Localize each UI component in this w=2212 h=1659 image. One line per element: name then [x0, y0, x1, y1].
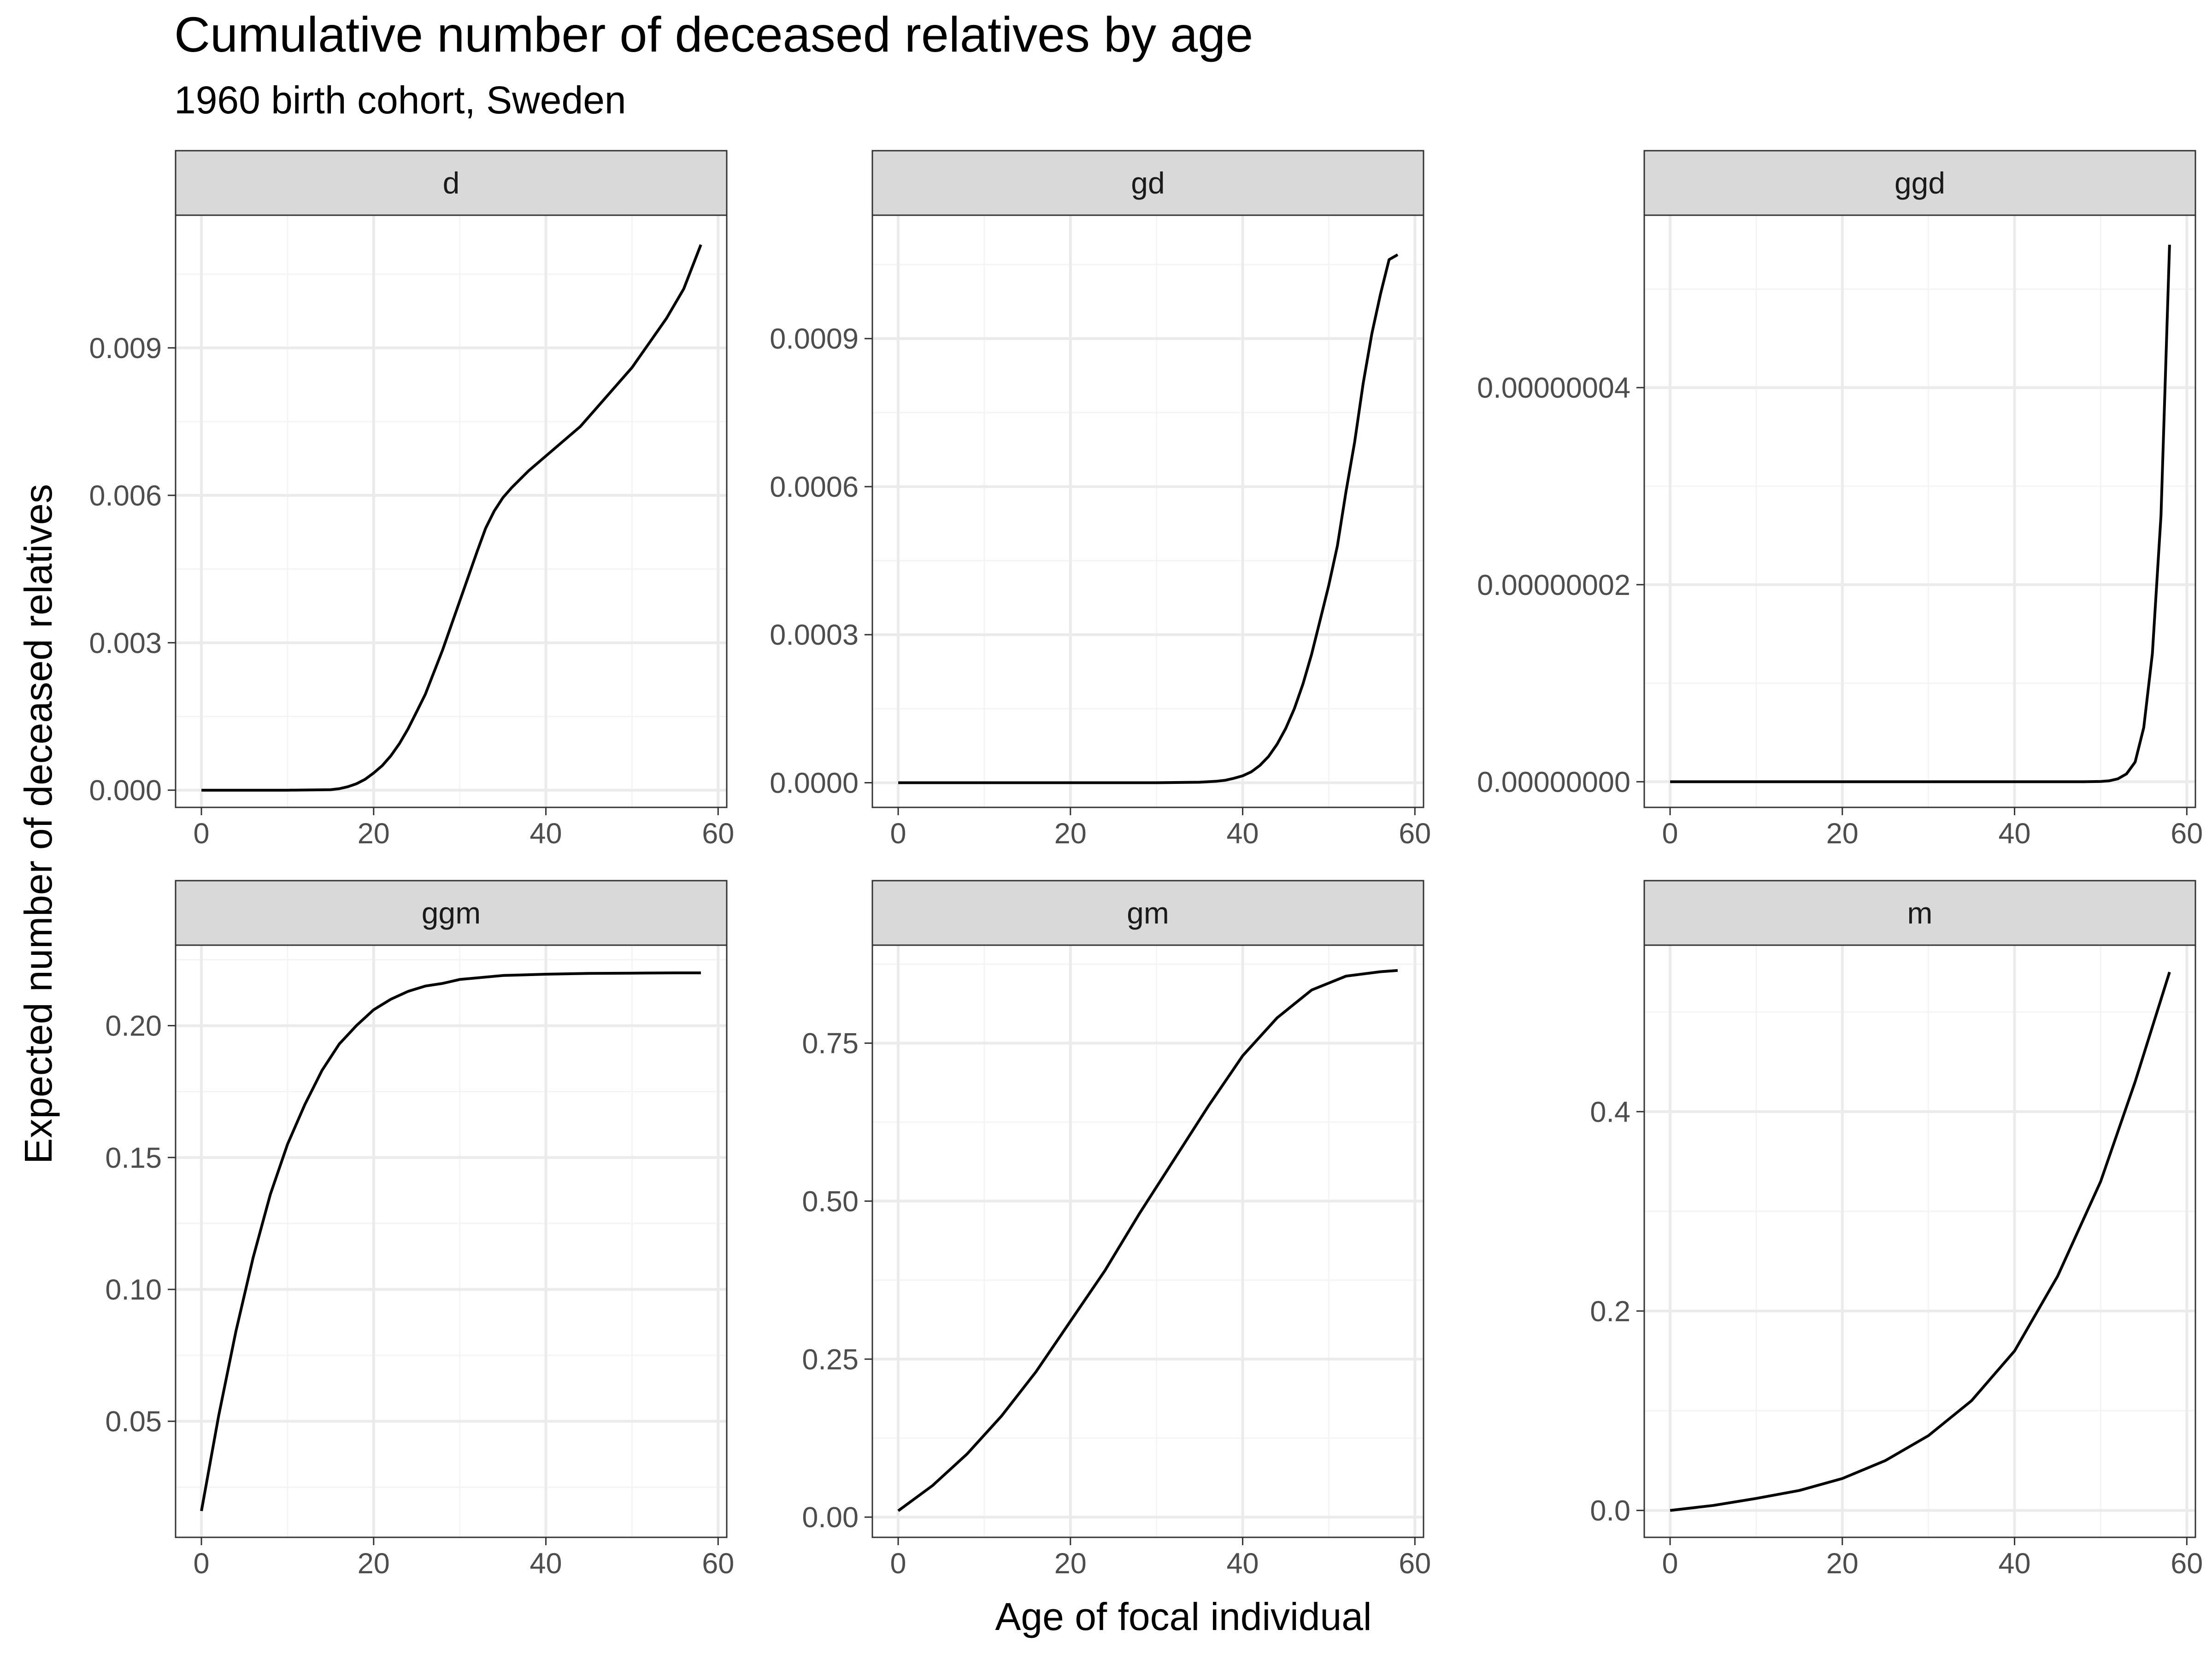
panel-background — [872, 215, 1424, 807]
facet-strip — [175, 880, 728, 946]
y-tick-label: 0.50 — [802, 1185, 859, 1218]
y-tick-label: 0.00000002 — [1477, 569, 1630, 601]
x-tick-label: 0 — [890, 818, 906, 850]
facet-strip — [175, 150, 728, 216]
facet-strip — [1643, 150, 2196, 216]
y-tick-label: 0.10 — [105, 1274, 162, 1306]
facet-panel-gm: gm 0 20 40 60 0.00 0.25 0.50 0.75 — [802, 880, 1431, 1580]
x-tick-label: 40 — [1227, 818, 1259, 850]
x-tick-label: 60 — [702, 818, 734, 850]
y-tick-label: 0.0 — [1590, 1495, 1630, 1527]
chart-subtitle: 1960 birth cohort, Sweden — [174, 78, 626, 122]
x-tick-label: 0 — [194, 1547, 210, 1580]
y-tick-label: 0.20 — [105, 1010, 162, 1042]
facet-strip-label: ggd — [1894, 166, 1945, 200]
x-tick-label: 0 — [194, 818, 210, 850]
panel-background — [176, 945, 727, 1537]
facet-panel-ggm: ggm 0 20 40 60 0.05 0.10 0.15 0.20 — [105, 880, 734, 1580]
y-tick-label: 0.00000000 — [1477, 766, 1630, 798]
y-tick-label: 0.00000004 — [1477, 372, 1630, 404]
x-tick-label: 20 — [1054, 1547, 1087, 1580]
x-tick-label: 20 — [1826, 818, 1859, 850]
x-tick-label: 0 — [1662, 1547, 1678, 1580]
x-tick-label: 60 — [1399, 818, 1431, 850]
x-tick-label: 60 — [2171, 1547, 2203, 1580]
panel-background — [1644, 945, 2195, 1537]
x-tick-label: 60 — [2171, 818, 2203, 850]
series-line-ggd — [1670, 245, 2171, 783]
facet-panel-m: m 0 20 40 60 0.0 0.2 0.4 — [1590, 880, 2203, 1580]
x-tick-label: 20 — [1826, 1547, 1859, 1580]
x-axis-title: Age of focal individual — [995, 1595, 1371, 1638]
x-tick-label: 60 — [702, 1547, 734, 1580]
x-tick-label: 60 — [1399, 1547, 1431, 1580]
x-tick-label: 20 — [1054, 818, 1087, 850]
x-tick-label: 20 — [358, 1547, 390, 1580]
x-tick-label: 40 — [1227, 1547, 1259, 1580]
x-tick-label: 40 — [1999, 818, 2031, 850]
facet-strip-label: ggm — [422, 896, 481, 930]
facet-strip — [871, 880, 1424, 946]
x-tick-label: 0 — [890, 1547, 906, 1580]
y-tick-label: 0.2 — [1590, 1295, 1630, 1328]
y-tick-label: 0.0003 — [770, 619, 859, 651]
facet-panel-gd: gd 0 20 40 60 0.0000 0.0003 0.0006 0.0009 — [770, 150, 1431, 850]
y-tick-label: 0.15 — [105, 1142, 162, 1174]
series-line-gd — [898, 253, 1399, 784]
y-tick-label: 0.003 — [89, 627, 162, 659]
facet-panel-ggd: ggd 0 20 40 60 0.00000000 0.00000002 0.00000004 — [1477, 150, 2203, 850]
panel-background — [1644, 215, 2195, 807]
x-tick-label: 40 — [530, 818, 562, 850]
x-tick-label: 40 — [1999, 1547, 2031, 1580]
series-line-m — [1670, 971, 2171, 1512]
chart-title: Cumulative number of deceased relatives … — [174, 6, 1253, 62]
y-tick-label: 0.05 — [105, 1406, 162, 1438]
y-tick-label: 0.0009 — [770, 323, 859, 355]
series-line-d — [201, 244, 702, 792]
y-tick-label: 0.000 — [89, 775, 162, 807]
facet-strip-label: d — [443, 166, 460, 200]
series-line-ggm — [200, 971, 701, 1512]
facet-strip — [1643, 880, 2196, 946]
x-tick-label: 0 — [1662, 818, 1678, 850]
y-tick-label: 0.0000 — [770, 767, 859, 799]
facet-strip-label: gd — [1131, 166, 1165, 200]
series-line-gm — [897, 969, 1398, 1512]
x-tick-label: 20 — [358, 818, 390, 850]
y-tick-label: 0.25 — [802, 1343, 859, 1376]
y-tick-label: 0.4 — [1590, 1096, 1630, 1128]
panel-background — [872, 945, 1424, 1537]
panel-background — [176, 215, 727, 807]
y-tick-label: 0.006 — [89, 480, 162, 512]
x-tick-label: 40 — [530, 1547, 562, 1580]
facet-strip — [871, 150, 1424, 216]
y-axis-title: Expected number of deceased relatives — [17, 484, 60, 1164]
facet-strip-label: m — [1907, 896, 1933, 930]
y-tick-label: 0.75 — [802, 1028, 859, 1060]
facet-strip-label: gm — [1127, 896, 1169, 930]
facet-panel-d: d 0 20 40 60 0.000 0.003 0.006 0.009 — [89, 150, 734, 850]
y-tick-label: 0.009 — [89, 332, 162, 365]
y-tick-label: 0.0006 — [770, 471, 859, 503]
y-tick-label: 0.00 — [802, 1501, 859, 1534]
